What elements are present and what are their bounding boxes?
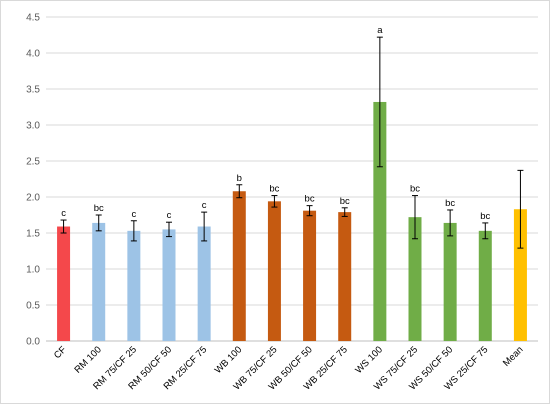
bars bbox=[57, 101, 527, 342]
x-tick-label: Mean bbox=[501, 344, 526, 369]
bar bbox=[232, 191, 246, 341]
bar bbox=[127, 230, 141, 341]
significance-label: bc bbox=[480, 211, 490, 222]
y-tick-label: 3.0 bbox=[26, 121, 40, 132]
bar bbox=[57, 226, 71, 341]
significance-label: c bbox=[202, 200, 207, 211]
bar bbox=[267, 201, 281, 341]
y-axis-ticks: 0.0 0.5 1.0 1.5 2.0 2.5 3.0 3.5 4.0 4.5 bbox=[26, 13, 40, 348]
bar bbox=[373, 101, 387, 342]
bar bbox=[478, 230, 492, 341]
error-bars bbox=[60, 36, 524, 249]
significance-label: bc bbox=[410, 184, 420, 195]
significance-label: c bbox=[167, 210, 172, 221]
x-tick-label: WB 100 bbox=[213, 344, 245, 376]
significance-label: b bbox=[237, 173, 242, 184]
y-tick-label: 2.0 bbox=[26, 193, 40, 204]
y-tick-label: 1.5 bbox=[26, 229, 40, 240]
y-tick-label: 0.0 bbox=[26, 337, 40, 348]
significance-label: bc bbox=[445, 198, 455, 209]
significance-label: c bbox=[131, 209, 136, 220]
y-tick-label: 0.5 bbox=[26, 301, 40, 312]
bar bbox=[408, 217, 422, 341]
y-tick-label: 2.5 bbox=[26, 157, 40, 168]
y-tick-label: 4.0 bbox=[26, 49, 40, 60]
bar bbox=[513, 209, 527, 341]
y-tick-label: 3.5 bbox=[26, 85, 40, 96]
bar bbox=[92, 222, 106, 341]
bar bbox=[443, 222, 457, 341]
significance-labels: c bc c c c b bc bc bc a bc bc bc bbox=[61, 25, 490, 222]
significance-label: c bbox=[61, 208, 66, 219]
x-tick-label: WS 100 bbox=[353, 344, 385, 376]
bar bbox=[303, 210, 317, 341]
bar bbox=[162, 229, 176, 341]
significance-label: bc bbox=[305, 194, 315, 205]
bar bbox=[338, 212, 352, 341]
x-tick-label: RM 100 bbox=[73, 344, 104, 375]
y-tick-label: 4.5 bbox=[26, 13, 40, 24]
significance-label: bc bbox=[94, 203, 104, 214]
y-tick-label: 1.0 bbox=[26, 265, 40, 276]
significance-label: bc bbox=[340, 196, 350, 207]
bar bbox=[197, 226, 211, 341]
significance-label: bc bbox=[269, 184, 279, 195]
x-tick-label: CF bbox=[52, 344, 69, 361]
gridlines bbox=[46, 16, 538, 342]
significance-label: a bbox=[377, 25, 383, 36]
